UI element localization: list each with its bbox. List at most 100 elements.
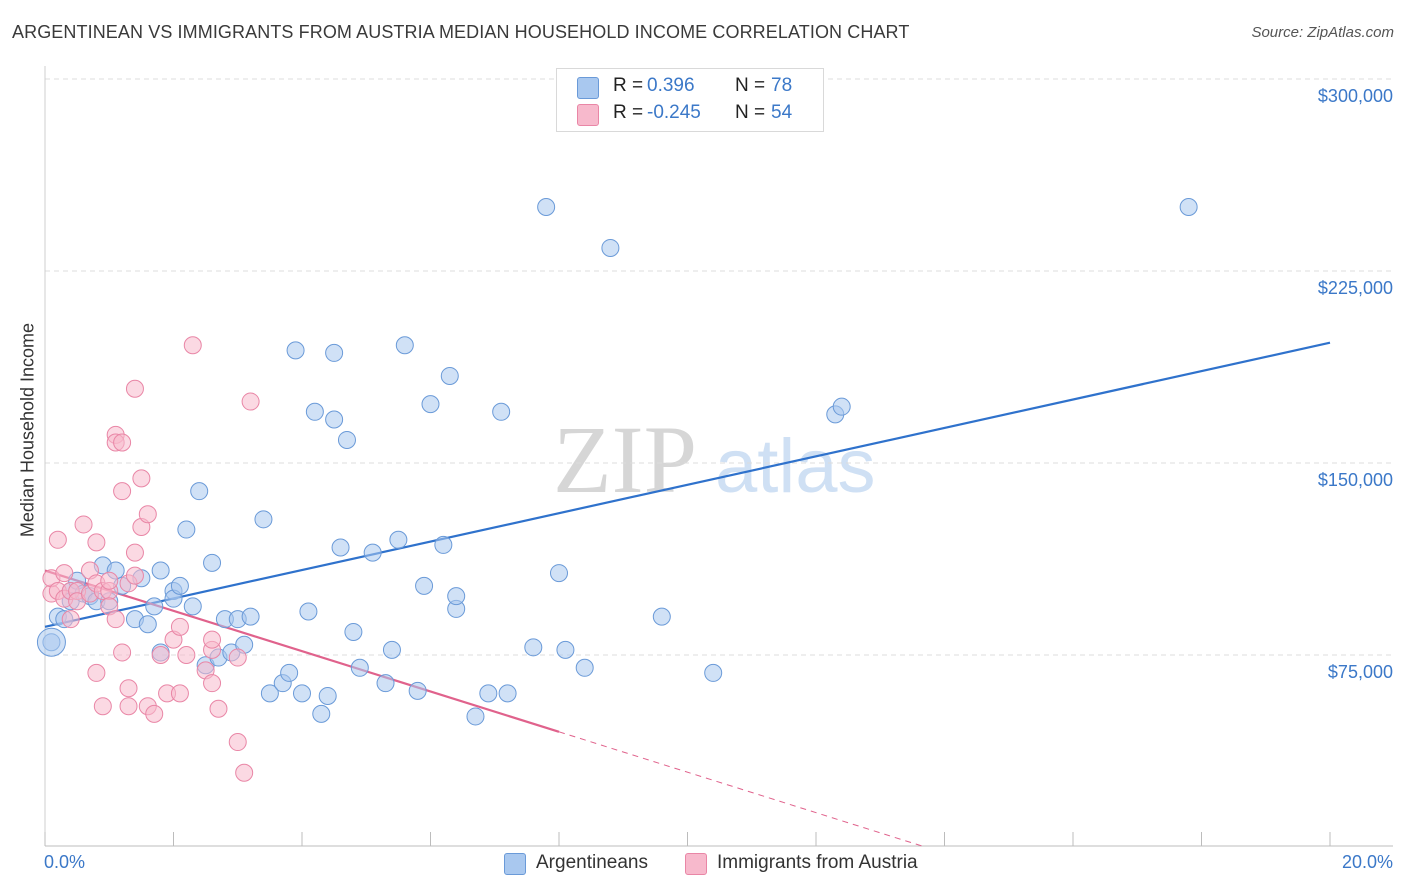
- data-point: [447, 587, 466, 606]
- data-point: [382, 640, 401, 659]
- data-point: [704, 663, 723, 682]
- data-point: [299, 602, 318, 621]
- data-point: [203, 553, 222, 572]
- data-point: [286, 341, 305, 360]
- y-tick-label: $300,000: [1317, 86, 1393, 106]
- data-point: [119, 697, 138, 716]
- axes: [44, 66, 1393, 847]
- y-axis-label: Median Household Income: [17, 322, 38, 538]
- data-point: [556, 640, 575, 659]
- r-label: R =: [613, 102, 644, 123]
- data-point: [434, 535, 453, 554]
- data-point: [74, 515, 93, 534]
- data-point: [209, 699, 228, 718]
- data-point: [325, 343, 344, 362]
- data-point: [832, 397, 851, 416]
- chart-source: Source: ZipAtlas.com: [1251, 24, 1394, 41]
- data-points: [36, 198, 1198, 782]
- x-tick-label-min: 0.0%: [44, 852, 86, 872]
- r-value: 0.396: [647, 75, 695, 96]
- series-legend: Argentineans Immigrants from Austria: [0, 852, 1406, 878]
- data-point: [235, 763, 254, 782]
- r-value: -0.245: [647, 102, 701, 123]
- data-point: [113, 482, 132, 501]
- data-point: [241, 392, 260, 411]
- data-point: [1179, 198, 1198, 216]
- data-point: [61, 610, 80, 629]
- data-point: [125, 379, 144, 398]
- swatch-argentineans: [577, 77, 599, 99]
- r-label: R =: [613, 75, 644, 96]
- stats-legend: R = 0.396 N = 78 R = -0.245 N = 54: [556, 68, 824, 132]
- data-point: [170, 576, 189, 595]
- data-point: [395, 336, 414, 355]
- data-point: [170, 617, 189, 636]
- data-point: [241, 607, 260, 626]
- data-point: [389, 530, 408, 549]
- data-point: [550, 564, 568, 583]
- data-point: [177, 646, 196, 664]
- data-point: [113, 643, 132, 662]
- data-point: [421, 395, 440, 414]
- y-axis-label-wrap: Median Household Income: [14, 280, 42, 580]
- trend-line-argentineans: [44, 341, 1331, 628]
- data-point: [125, 566, 144, 585]
- data-point: [228, 648, 247, 667]
- data-point: [55, 564, 74, 583]
- data-point: [260, 684, 279, 703]
- legend-label-austria: Immigrants from Austria: [717, 852, 918, 873]
- x-tick-label-max: 20.0%: [1341, 852, 1393, 872]
- data-point: [93, 697, 112, 716]
- data-point: [138, 505, 157, 524]
- data-point: [601, 238, 620, 257]
- data-point: [48, 530, 67, 549]
- trend-line-austria-extension: [558, 731, 926, 848]
- data-point: [228, 733, 247, 752]
- trend-lines: [44, 341, 1331, 848]
- data-point: [132, 469, 151, 488]
- data-point: [125, 543, 144, 562]
- data-point: [183, 336, 202, 355]
- data-point: [337, 430, 356, 449]
- data-point: [408, 681, 427, 700]
- data-point: [479, 684, 498, 703]
- n-value: 54: [771, 102, 793, 123]
- data-point: [280, 663, 299, 682]
- data-point: [537, 198, 556, 216]
- data-point: [575, 658, 594, 677]
- data-point: [498, 684, 517, 703]
- grid-lines: [45, 78, 1393, 656]
- data-point: [524, 638, 543, 657]
- data-point: [318, 686, 337, 705]
- data-point: [376, 674, 395, 693]
- data-point: [113, 433, 132, 452]
- data-point: [106, 610, 125, 629]
- data-point: [331, 538, 350, 557]
- data-point: [87, 663, 106, 682]
- legend-swatch-austria: [685, 853, 707, 875]
- legend-label-argentineans: Argentineans: [536, 852, 648, 873]
- data-point: [293, 684, 311, 703]
- data-point: [350, 658, 369, 677]
- data-point: [492, 402, 511, 421]
- swatch-austria: [577, 104, 599, 126]
- chart-title: ARGENTINEAN VS IMMIGRANTS FROM AUSTRIA M…: [12, 22, 910, 42]
- data-point: [183, 597, 202, 616]
- data-point: [466, 707, 485, 726]
- data-point: [138, 615, 157, 634]
- data-point: [305, 402, 324, 421]
- data-point: [203, 630, 222, 649]
- points-austria: [42, 336, 260, 782]
- data-point: [440, 366, 459, 385]
- data-point: [254, 510, 273, 529]
- n-label: N =: [735, 75, 766, 96]
- data-point: [325, 410, 344, 429]
- data-point: [652, 607, 671, 626]
- data-point: [145, 704, 164, 723]
- data-point: [344, 622, 363, 641]
- data-point: [87, 533, 106, 552]
- data-point: [363, 543, 382, 562]
- data-point: [203, 674, 222, 693]
- trend-line-austria: [44, 569, 560, 733]
